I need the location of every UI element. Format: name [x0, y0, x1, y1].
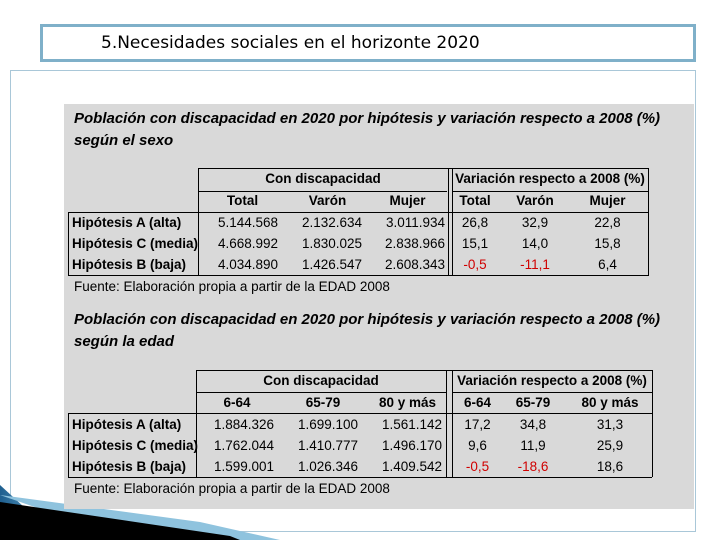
table2-col-header: 80 y más [581, 395, 639, 410]
table2-group-header-count: Con discapacidad [263, 373, 379, 388]
table2-group-header-variation: Variación respecto a 2008 (%) [457, 373, 647, 388]
table2-cell: 34,8 [519, 417, 547, 432]
table2-cell: 9,6 [468, 438, 487, 453]
table2-cell: 1.599.001 [213, 459, 274, 474]
table2-col-header: 6-64 [463, 395, 492, 410]
table1-col-header: Mujer [589, 193, 626, 208]
table1-cell: 2.838.966 [384, 236, 445, 251]
table1-cell: 2.608.343 [384, 257, 445, 272]
table2-col-header: 80 y más [378, 395, 437, 410]
table2-row-label: Hipótesis A (alta) [72, 417, 182, 432]
table2-cell: 1.699.100 [297, 417, 358, 432]
table1-cell: 4.668.992 [217, 236, 278, 251]
table1-cell-negative: -0,5 [463, 257, 487, 272]
table2-cell: 17,2 [464, 417, 491, 432]
table1-cell: 32,9 [521, 215, 549, 230]
table1-col-header: Mujer [389, 193, 426, 208]
table2-row-label: Hipótesis C (media) [72, 438, 199, 453]
table1-cell: 3.011.934 [385, 215, 445, 230]
table2-cell: 31,3 [596, 417, 624, 432]
slide-title: 5.Necesidades sociales en el horizonte 2… [101, 33, 480, 53]
table2-cell: 1.561.142 [381, 417, 442, 432]
table1-cell: 1.830.025 [301, 236, 362, 251]
table2-cell-negative: -0,5 [465, 459, 490, 474]
table1-col-header: Varón [308, 193, 347, 208]
table2-title: Población con discapacidad en 2020 por h… [74, 311, 661, 350]
table1-cell: 5.144.568 [217, 215, 278, 230]
slide-title-box: 5.Necesidades sociales en el horizonte 2… [40, 24, 696, 62]
table1-cell: 26,8 [461, 215, 489, 230]
table2-cell: 1.496.170 [381, 438, 442, 453]
table1-cell: 6,4 [598, 257, 617, 272]
table1-cell: 1.426.547 [301, 257, 362, 272]
table1-row-label: Hipótesis C (media) [72, 236, 199, 251]
table2-cell: 18,6 [596, 459, 624, 474]
tables-panel [64, 104, 694, 509]
table2-col-header: 65-79 [515, 395, 551, 410]
table1-cell: 15,8 [594, 236, 621, 251]
table2-source: Fuente: Elaboración propia a partir de l… [74, 481, 390, 496]
table1-cell: 4.034.890 [217, 257, 278, 272]
table1-title: Población con discapacidad en 2020 por h… [74, 110, 661, 149]
table1-row-label: Hipótesis B (baja) [72, 257, 187, 272]
table1-col-header: Varón [516, 193, 554, 208]
table2-cell: 11,9 [520, 438, 546, 453]
table1-source: Fuente: Elaboración propia a partir de l… [74, 279, 390, 294]
table2-cell: 1.409.542 [381, 459, 442, 474]
table2-cell: 25,9 [596, 438, 624, 453]
table1-cell: 15,1 [461, 236, 489, 251]
table2-cell: 1.410.777 [297, 438, 358, 453]
table1-col-header: Total [226, 193, 259, 208]
table2-cell: 1.762.044 [213, 438, 274, 453]
table1-group-header-count: Con discapacidad [265, 171, 381, 186]
table1-group-header-variation: Variación respecto a 2008 (%) [455, 171, 645, 186]
table1-cell: 2.132.634 [301, 215, 362, 230]
table2-cell: 1.884.326 [213, 417, 274, 432]
content-frame [10, 70, 696, 532]
table1-cell: 22,8 [594, 215, 621, 230]
table2-col-header: 65-79 [305, 395, 341, 410]
table1-row-label: Hipótesis A (alta) [72, 215, 182, 230]
table2-col-header: 6-64 [223, 395, 251, 410]
table1-cell: 14,0 [521, 236, 549, 251]
table2-cell: 1.026.346 [297, 459, 358, 474]
table1-col-header: Total [459, 193, 491, 208]
table1-cell-negative: -11,1 [520, 257, 550, 272]
table2-cell-negative: -18,6 [517, 459, 549, 474]
table2-row-label: Hipótesis B (baja) [72, 459, 187, 474]
